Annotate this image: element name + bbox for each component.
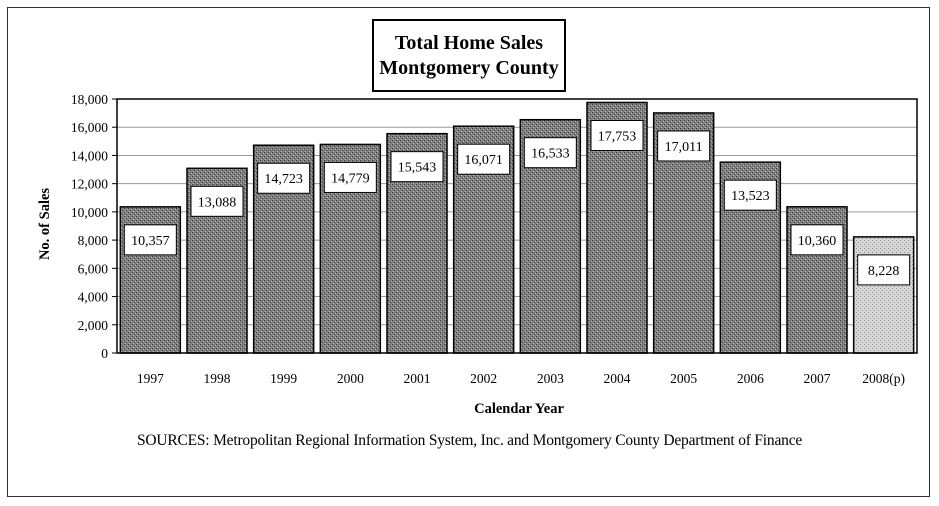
bar-2008(p) [852, 236, 915, 354]
y-tick-label: 18,000 [71, 92, 108, 107]
x-axis-title: Calendar Year [474, 401, 564, 417]
value-label-box [323, 161, 377, 193]
value-label: 15,543 [398, 161, 437, 176]
value-label-box [657, 130, 711, 162]
x-tick-label: 2006 [737, 371, 764, 386]
x-tick-label: 1998 [204, 371, 231, 386]
value-labels: 10,357 13,088 14,723 14,779 15,543 16,071 16,5… [123, 119, 911, 286]
y-tick-label: 8,000 [78, 233, 109, 248]
plot-area [116, 98, 918, 354]
x-tick-label: 2007 [804, 371, 831, 386]
y-tick-label: 4,000 [78, 290, 109, 305]
y-tick-label: 6,000 [78, 261, 109, 276]
value-label: 16,533 [531, 147, 570, 162]
x-tick-label: 2005 [670, 371, 697, 386]
value-label-box [257, 162, 311, 194]
value-label: 13,088 [198, 195, 237, 210]
value-label: 14,723 [264, 172, 303, 187]
y-tick-label: 2,000 [78, 318, 109, 333]
value-label-box [857, 254, 911, 286]
x-tick-label: 2002 [470, 371, 497, 386]
y-tick-label: 16,000 [71, 120, 108, 135]
x-tick-label: 1997 [137, 371, 164, 386]
y-axis-title: No. of Sales [37, 188, 53, 260]
y-tick-label: 0 [101, 346, 108, 361]
sources-note: SOURCES: Metropolitan Regional Informati… [136, 432, 803, 449]
chart-frame [7, 7, 930, 497]
value-label: 8,228 [868, 264, 900, 279]
x-tick-label: 2001 [404, 371, 431, 386]
value-label: 10,357 [131, 234, 170, 249]
y-tick-label: 12,000 [71, 177, 108, 192]
chart-title-box: Total Home Sales Montgomery County [372, 19, 566, 92]
value-label-box [723, 179, 777, 211]
value-label: 10,360 [798, 234, 837, 249]
y-tick-label: 14,000 [71, 148, 108, 163]
value-label: 14,779 [331, 171, 370, 186]
value-label-box [190, 185, 244, 217]
value-label-box [590, 119, 644, 151]
axes: 0 2,000 4,000 6,000 8,000 10,000 12,000 14,000 1… [71, 92, 918, 386]
value-label-box [790, 224, 844, 256]
value-label: 17,753 [598, 129, 637, 144]
x-tick-label: 2004 [604, 371, 631, 386]
value-label-box [457, 143, 511, 175]
x-tick-label: 2008(p) [862, 371, 905, 386]
x-tick-label: 2000 [337, 371, 364, 386]
chart-title: Total Home Sales [394, 31, 544, 54]
x-tick-label: 1999 [270, 371, 297, 386]
value-label-box [523, 137, 577, 169]
value-label-box [390, 151, 444, 183]
y-tick-label: 10,000 [71, 205, 108, 220]
value-label: 17,011 [665, 140, 703, 155]
chart-subtitle: Montgomery County [379, 56, 559, 79]
value-label: 16,071 [464, 153, 503, 168]
value-label-box [123, 224, 177, 256]
x-tick-label: 2003 [537, 371, 564, 386]
value-label: 13,523 [731, 189, 770, 204]
